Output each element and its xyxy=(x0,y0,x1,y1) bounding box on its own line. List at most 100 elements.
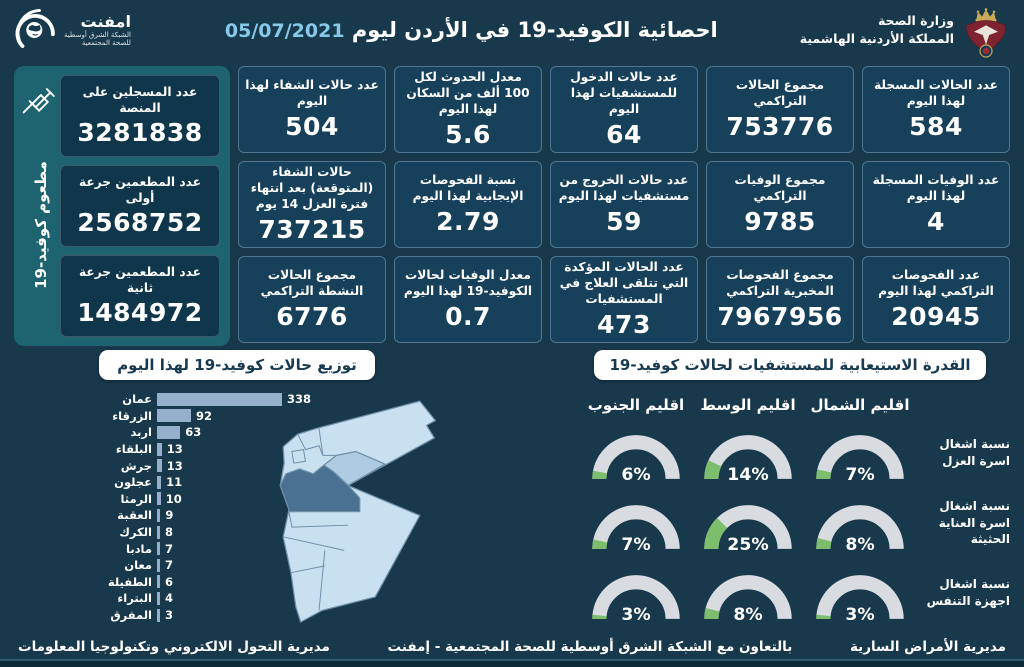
stat-card-value: 737215 xyxy=(258,214,366,244)
bar xyxy=(157,542,160,556)
daily-distribution-chart: توزيع حالات كوفيد-19 لهذا اليوم عمان 338 ا… xyxy=(78,350,396,623)
bar-value-label: 8 xyxy=(165,525,174,540)
vaccine-card-label: عدد المطعمين جرعة أولى xyxy=(79,174,201,205)
bar-category-label: العقبة xyxy=(117,508,152,523)
stat-card-label: عدد حالات الخروج من مستشفيات لهذا اليوم xyxy=(558,173,690,203)
header: وزارة الصحة المملكة الأردنية الهاشمية اح… xyxy=(0,0,1024,60)
emphnet-sub2: للصحة المجتمعية xyxy=(81,39,131,48)
bar xyxy=(157,392,283,406)
footer-right: مديرية الأمراض السارية xyxy=(849,639,1006,655)
report-date: 05/07/2021 xyxy=(224,20,345,42)
bar-value-label: 10 xyxy=(165,491,182,506)
stat-card-value: 0.7 xyxy=(445,301,491,331)
gauge-value-label: 7% xyxy=(621,535,650,555)
stat-card-label: عدد الحالات المسجلة لهذا اليوم xyxy=(873,78,999,108)
bar-value-label: 63 xyxy=(185,425,202,440)
emphnet-brand: امفنت الشبكة الشرق أوسطية للصحة المجتمعي… xyxy=(14,7,131,53)
footer: مديرية الأمراض السارية بالتعاون مع الشبك… xyxy=(0,639,1024,655)
bar-value-label: 4 xyxy=(165,591,174,606)
gauge-region-header: اقليم الوسط xyxy=(700,396,796,414)
gauge-value-label: 3% xyxy=(621,605,650,625)
stat-column: عدد حالات الدخول للمستشفيات لهذا اليوم 64… xyxy=(550,66,698,346)
bar-category-label: البلقاء xyxy=(115,442,152,457)
gauge-arc: 6% xyxy=(592,435,680,485)
jordan-coat-of-arms-icon xyxy=(966,8,1006,58)
stat-card-value: 753776 xyxy=(726,111,834,141)
bar-row: المفرق 3 xyxy=(78,607,396,624)
stat-card: حالات الشفاء (المتوقعة) بعد انتهاء فترة … xyxy=(238,161,386,248)
vaccine-card-value: 3281838 xyxy=(77,118,203,148)
bar xyxy=(157,475,162,489)
stat-card: نسبة الفحوصات الإيجابية لهذا اليوم 2.79 xyxy=(394,161,542,248)
gauge-value-label: 8% xyxy=(733,605,762,625)
bar-row: عمان 338 xyxy=(78,391,396,408)
bar-rows: عمان 338 الزرقاء 92 اربد 63 البلقاء 13 جرش 13 عجلو… xyxy=(78,391,396,623)
gauge-arc: 25% xyxy=(704,505,792,555)
gauge-cell: 14% xyxy=(694,420,802,486)
bar-value-label: 6 xyxy=(165,574,174,589)
bar-category-label: الطفيلة xyxy=(107,574,152,589)
bar xyxy=(157,425,181,439)
stat-card: عدد الحالات المؤكدة التي تتلقى العلاج في… xyxy=(550,256,698,343)
gauge-arc: 14% xyxy=(704,435,792,485)
vaccine-panel-title: مطعوم كوفيد-19 xyxy=(32,161,50,289)
stat-card-value: 6776 xyxy=(276,301,348,331)
stat-card-label: عدد الوفيات المسجلة لهذا اليوم xyxy=(872,173,1000,203)
stat-column: معدل الحدوث لكل 100 ألف من السكان لهذا ا… xyxy=(394,66,542,346)
bar xyxy=(157,575,160,589)
ministry-line2: المملكة الأردنية الهاشمية xyxy=(799,31,954,46)
stats-grid: عدد الحالات المسجلة لهذا اليوم 584 عدد الو… xyxy=(0,60,1024,346)
vaccine-card-label: عدد المسجلين على المنصة xyxy=(82,84,198,115)
gauge-value-label: 6% xyxy=(621,465,650,485)
stat-column: مجموع الحالات التراكمي 753776 مجموع الوفيا… xyxy=(706,66,854,346)
bottom-section: توزيع حالات كوفيد-19 لهذا اليوم عمان 338 ا… xyxy=(0,346,1024,636)
ministry-name: وزارة الصحة المملكة الأردنية الهاشمية xyxy=(800,12,954,48)
stat-card: عدد الفحوصات التراكمي لهذا اليوم 20945 xyxy=(862,256,1010,343)
stat-card: عدد الحالات المسجلة لهذا اليوم 584 xyxy=(862,66,1010,153)
stat-card: عدد الوفيات المسجلة لهذا اليوم 4 xyxy=(862,161,1010,248)
stat-card-value: 473 xyxy=(597,309,651,339)
stat-card-value: 64 xyxy=(606,119,642,149)
bar-row: البتراء 4 xyxy=(78,590,396,607)
stat-column: عدد الحالات المسجلة لهذا اليوم 584 عدد الو… xyxy=(862,66,1010,346)
bar-row: الزرقاء 92 xyxy=(78,408,396,425)
stat-card: مجموع الحالات النشطة التراكمي 6776 xyxy=(238,256,386,343)
gauge-value-label: 25% xyxy=(727,535,768,555)
gauge-value-label: 7% xyxy=(845,465,874,485)
chart-title-pill: توزيع حالات كوفيد-19 لهذا اليوم xyxy=(99,350,375,380)
ministry-brand: وزارة الصحة المملكة الأردنية الهاشمية xyxy=(800,0,1010,66)
stat-card-label: عدد الفحوصات التراكمي لهذا اليوم xyxy=(878,268,994,298)
bar-row: البلقاء 13 xyxy=(78,441,396,458)
bar-row: الكرك 8 xyxy=(78,524,396,541)
stat-card: مجموع الحالات التراكمي 753776 xyxy=(706,66,854,153)
stat-card: مجموع الفحوصات المخبرية التراكمي 7967956 xyxy=(706,256,854,343)
stat-card-label: معدل الحدوث لكل 100 ألف من السكان لهذا ا… xyxy=(406,70,530,116)
vaccine-cards: عدد المسجلين على المنصة 3281838 عدد المطعم… xyxy=(60,75,220,337)
stat-card-label: مجموع الفحوصات المخبرية التراكمي xyxy=(726,268,834,298)
crown-icon xyxy=(976,9,996,19)
bar-category-label: الكرك xyxy=(119,525,152,540)
bar-value-label: 13 xyxy=(166,442,183,457)
emphnet-globe-icon xyxy=(15,9,55,48)
bar-category-label: الزرقاء xyxy=(112,408,152,423)
gauge-header-spacer xyxy=(918,386,1010,416)
vaccine-card-label: عدد المطعمين جرعة ثانية xyxy=(79,264,201,295)
gauge-cell: 7% xyxy=(582,490,690,556)
bar xyxy=(157,492,161,506)
region-amman xyxy=(279,464,361,513)
gauge-row-label: نسبة اشغال اجهزة التنفس xyxy=(926,577,1010,608)
bar xyxy=(157,508,161,522)
gauge-value-label: 3% xyxy=(845,605,874,625)
gauge-cell: 3% xyxy=(582,560,690,626)
stat-card-label: مجموع الحالات النشطة التراكمي xyxy=(260,268,364,298)
title-text: احصائية الكوفيد-19 في الأردن ليوم xyxy=(351,18,718,42)
bar-category-label: المفرق xyxy=(110,608,152,623)
bar-row: العقبة 9 xyxy=(78,507,396,524)
bar-value-label: 13 xyxy=(166,458,183,473)
gauge-cell: 25% xyxy=(694,490,802,556)
gauge-value-label: 8% xyxy=(845,535,874,555)
gauge-arc: 7% xyxy=(816,435,904,485)
bar xyxy=(157,558,160,572)
bar xyxy=(157,442,162,456)
